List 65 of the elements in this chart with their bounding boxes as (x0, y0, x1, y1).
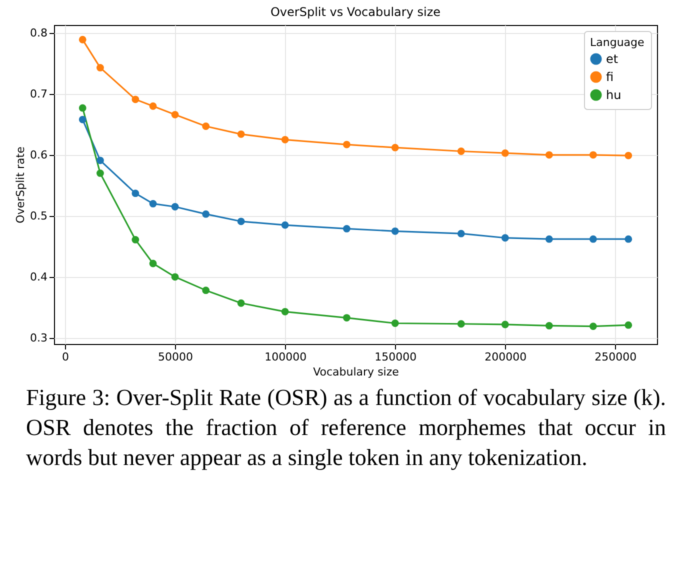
x-tick-label: 150000 (374, 350, 417, 364)
y-tick-label: 0.5 (30, 209, 48, 222)
point (202, 210, 210, 218)
point (149, 200, 157, 208)
legend-label: fi (606, 70, 614, 84)
point (391, 320, 399, 327)
point (457, 148, 465, 155)
point (132, 236, 140, 244)
point (171, 110, 179, 118)
point (171, 203, 179, 210)
y-tick-label: 0.4 (30, 270, 48, 284)
point (281, 308, 289, 316)
point (96, 170, 104, 177)
point (545, 322, 553, 330)
point (457, 320, 465, 328)
point (149, 102, 157, 110)
point (202, 286, 210, 294)
x-axis-title: Vocabulary size (313, 366, 400, 378)
point (78, 36, 86, 44)
x-tick-label: 250000 (594, 350, 637, 364)
point (96, 156, 104, 164)
point (237, 299, 245, 307)
point (342, 140, 350, 148)
point (589, 235, 597, 243)
point (545, 151, 553, 159)
point (237, 130, 245, 138)
point (391, 144, 399, 152)
point (501, 234, 509, 242)
caption: Figure 3: Over-Split Rate (OSR) as a function of vocabulary size (k). OSR denotes the fraction of reference morphemes that occur in words but never appear as a single token in any tokenization. (26, 384, 666, 472)
point (96, 64, 104, 72)
y-tick-label: 0.3 (30, 331, 48, 344)
point (237, 218, 245, 226)
point (624, 152, 632, 160)
x-tick-label: 50000 (158, 350, 194, 364)
legend-title: Language (590, 36, 645, 49)
legend-label: et (606, 52, 618, 66)
chart-title: OverSplit vs Vocabulary size (270, 5, 441, 19)
point (545, 235, 553, 243)
y-tick-label: 0.7 (30, 87, 48, 100)
y-tick-label: 0.8 (30, 26, 48, 40)
point (202, 122, 210, 130)
point (171, 273, 179, 281)
x-tick-label: 200000 (484, 350, 527, 364)
point (132, 190, 140, 198)
y-tick-label: 0.6 (30, 148, 48, 162)
point (149, 260, 157, 268)
x-tick-label: 100000 (264, 350, 307, 364)
point (342, 314, 350, 322)
point (132, 96, 140, 104)
legend-label: hu (606, 88, 622, 102)
point (501, 149, 509, 157)
point (78, 116, 86, 124)
point (589, 151, 597, 159)
x-tick-label: 0 (62, 350, 70, 364)
point (281, 136, 289, 144)
point (342, 225, 350, 232)
point (624, 235, 632, 243)
point (78, 104, 86, 112)
point (624, 321, 632, 329)
y-axis-title: OverSplit rate (14, 146, 28, 224)
point (281, 221, 289, 229)
point (589, 322, 597, 330)
point (501, 320, 509, 328)
point (391, 227, 399, 235)
point (457, 230, 465, 238)
